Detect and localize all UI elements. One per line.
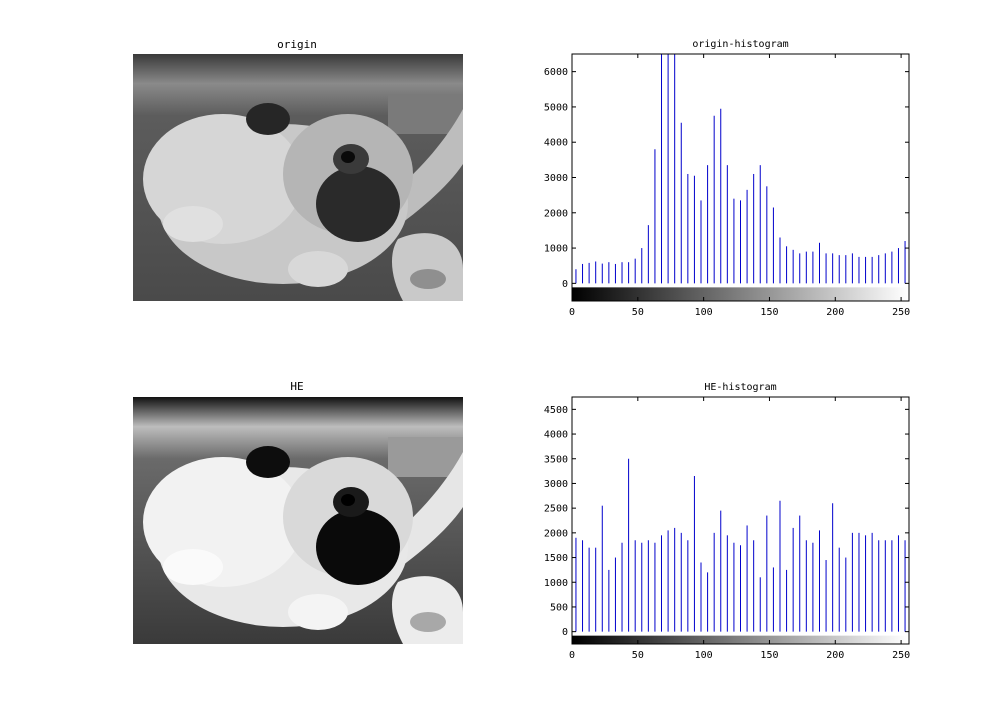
y-tick-label: 2000 [544,208,568,219]
histogram-title: origin-histogram [692,39,788,50]
y-tick-label: 0 [562,279,568,290]
y-tick-label: 1500 [544,553,568,564]
y-tick-label: 3000 [544,173,568,184]
y-tick-label: 2500 [544,504,568,515]
x-tick-label: 200 [826,650,844,661]
y-tick-label: 6000 [544,67,568,78]
x-tick-label: 200 [826,307,844,318]
x-tick-label: 100 [695,650,713,661]
he-image-title: HE [290,380,304,393]
origin-image [133,54,463,301]
x-tick-label: 250 [892,307,910,318]
origin-image-title: origin [277,38,317,51]
y-tick-label: 5000 [544,102,568,113]
y-tick-label: 3000 [544,479,568,490]
x-tick-label: 250 [892,650,910,661]
y-tick-label: 4500 [544,405,568,416]
y-tick-label: 3500 [544,454,568,465]
x-tick-label: 0 [569,307,575,318]
y-tick-label: 2000 [544,528,568,539]
colorbar [572,287,908,301]
x-tick-label: 50 [632,307,644,318]
x-tick-label: 50 [632,650,644,661]
y-tick-label: 1000 [544,578,568,589]
y-tick-label: 4000 [544,430,568,441]
he-image [133,397,463,644]
histogram-title: HE-histogram [704,382,776,393]
x-tick-label: 150 [760,307,778,318]
y-tick-label: 1000 [544,244,568,255]
x-tick-label: 100 [695,307,713,318]
y-tick-label: 0 [562,627,568,638]
colorbar [572,635,908,644]
y-tick-label: 4000 [544,138,568,149]
histogram-1: 0 500 1000 1500 2000 2500 3000 3500 4000 4500 0 50 1… [544,382,910,661]
y-tick-label: 500 [550,602,568,613]
axes-frame [571,396,910,645]
x-tick-label: 150 [760,650,778,661]
histogram-0: 0 1000 2000 3000 4000 5000 6000 0 50 100 150 200 250… [544,39,910,318]
x-tick-label: 0 [569,650,575,661]
